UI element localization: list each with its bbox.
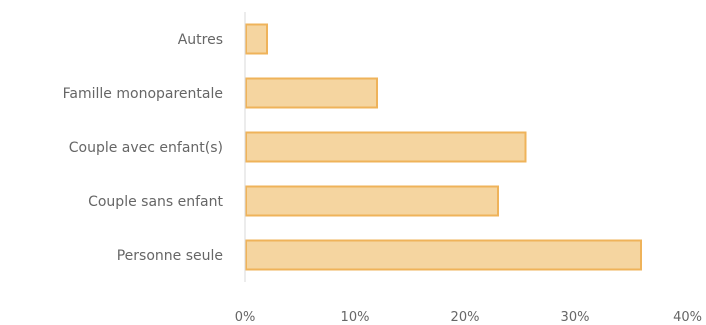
x-tick-label-1: 10% — [341, 310, 370, 325]
x-tick-label-4: 40% — [673, 310, 702, 325]
category-label-3: Couple sans enfant — [88, 194, 223, 210]
x-tick-label-0: 0% — [235, 310, 256, 325]
category-labels: Autres Famille monoparentale Couple avec e… — [63, 32, 224, 264]
x-tick-label-2: 20% — [451, 310, 480, 325]
bar-4 — [245, 239, 642, 271]
bar-1 — [245, 77, 378, 109]
bars-group — [245, 23, 642, 271]
bar-2 — [245, 131, 527, 163]
bar-0 — [245, 23, 268, 55]
category-label-4: Personne seule — [117, 248, 223, 264]
x-tick-label-3: 30% — [561, 310, 590, 325]
category-label-2: Couple avec enfant(s) — [69, 140, 223, 156]
category-label-1: Famille monoparentale — [63, 86, 223, 102]
category-label-0: Autres — [178, 32, 223, 48]
x-tick-labels: 0% 10% 20% 30% 40% — [235, 310, 702, 325]
bar-3 — [245, 185, 499, 217]
